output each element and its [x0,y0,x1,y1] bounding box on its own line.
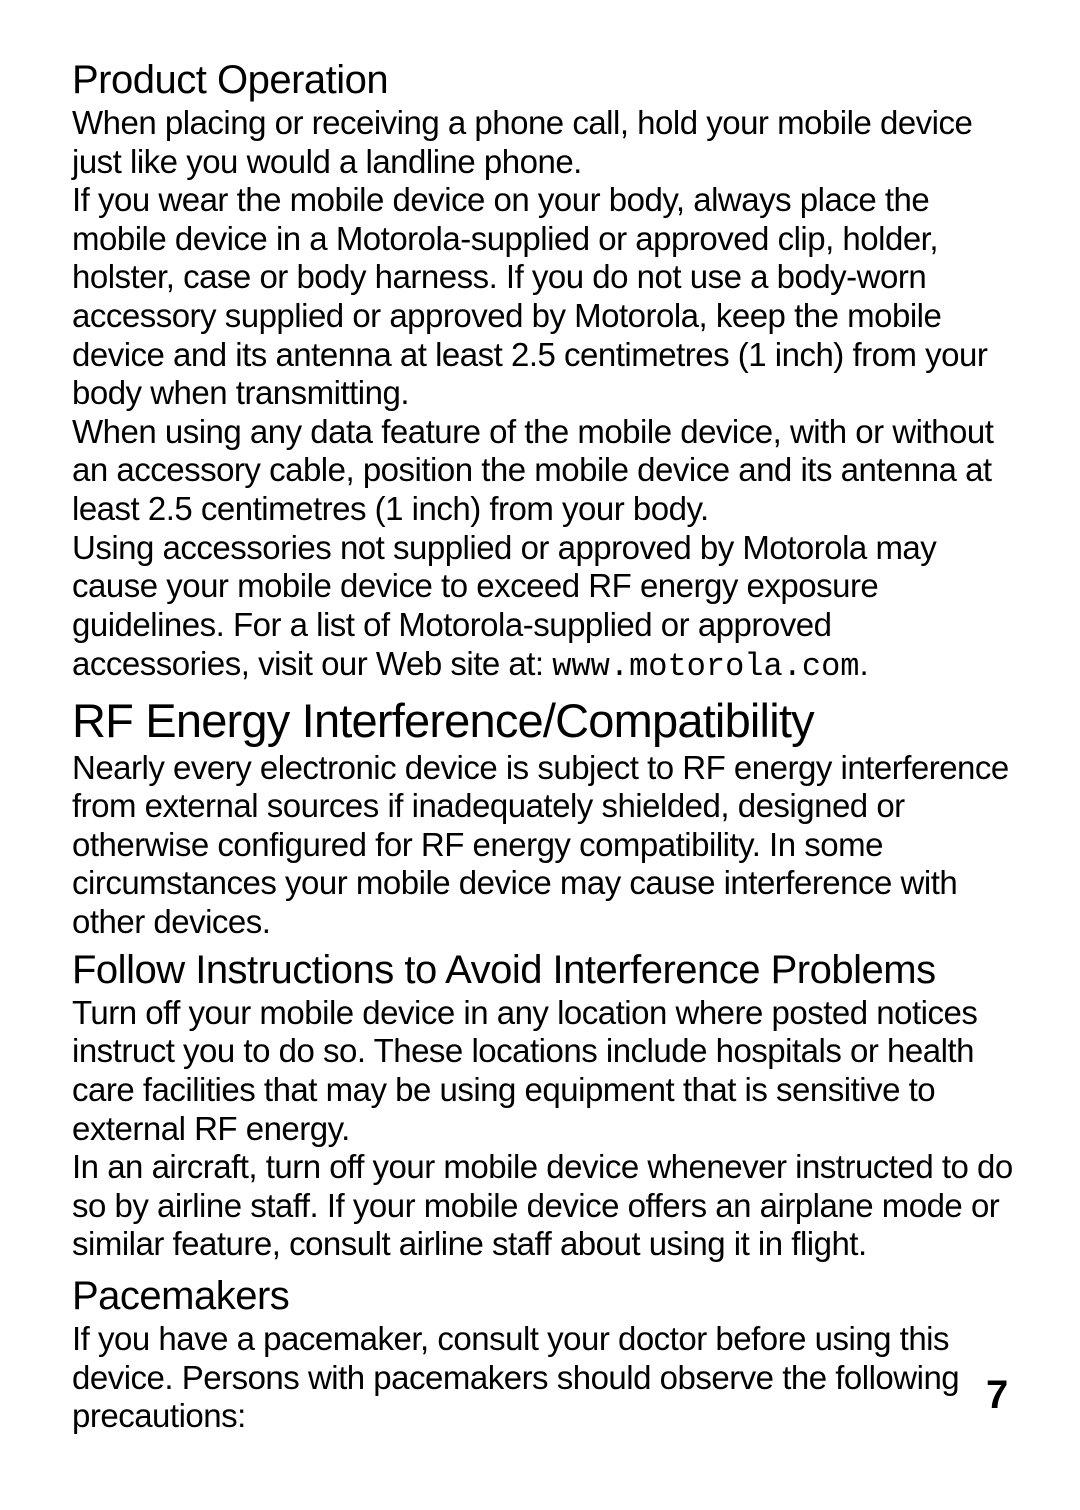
paragraph: If you wear the mobile device on your bo… [72,181,1016,413]
url-text: www.motorola.com [552,648,859,685]
paragraph: Nearly every electronic device is subjec… [72,749,1016,942]
page-number: 7 [986,1373,1008,1418]
paragraph: In an aircraft, turn off your mobile dev… [72,1148,1016,1264]
heading-pacemakers: Pacemakers [72,1274,1016,1318]
heading-follow-instructions: Follow Instructions to Avoid Interferenc… [72,948,1016,992]
paragraph: When placing or receiving a phone call, … [72,104,1016,181]
text-run: . [860,645,869,682]
document-page: Product Operation When placing or receiv… [0,0,1080,1510]
paragraph: Turn off your mobile device in any locat… [72,994,1016,1148]
paragraph: Using accessories not supplied or approv… [72,529,1016,685]
paragraph: If you have a pacemaker, consult your do… [72,1320,1016,1436]
heading-product-operation: Product Operation [72,58,1016,102]
paragraph: When using any data feature of the mobil… [72,413,1016,529]
heading-rf-energy: RF Energy Interference/Compatibility [72,695,1016,747]
